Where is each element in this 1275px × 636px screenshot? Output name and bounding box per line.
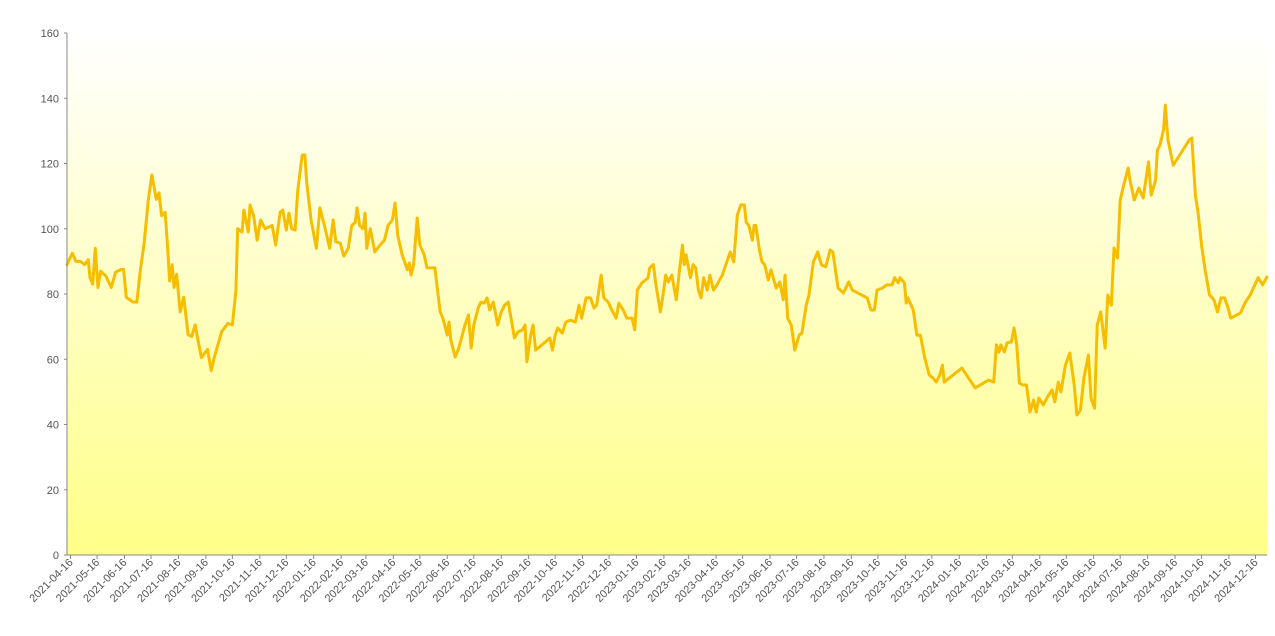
plot-area [67, 33, 1267, 555]
y-tick-label: 20 [47, 485, 59, 497]
y-tick-label: 160 [41, 28, 59, 40]
y-tick-label: 140 [41, 93, 59, 105]
plot [65, 103, 1269, 417]
data-line [65, 103, 1269, 417]
y-tick-label: 120 [41, 159, 59, 171]
y-tick-label: 0 [53, 550, 59, 562]
y-tick-label: 100 [41, 224, 59, 236]
y-tick-label: 60 [47, 354, 59, 366]
y-tick-label: 80 [47, 289, 59, 301]
y-tick-label: 40 [47, 420, 59, 432]
